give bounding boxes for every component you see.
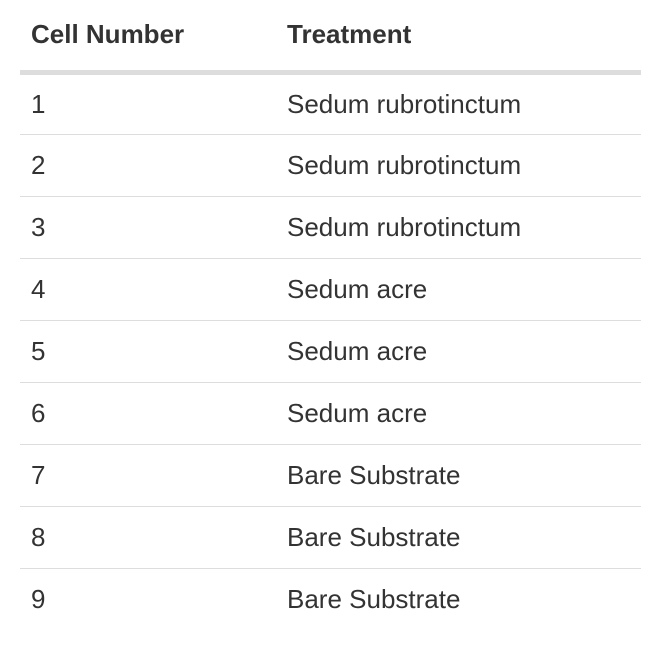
header-cell-number: Cell Number xyxy=(20,0,276,75)
cell-number: 4 xyxy=(20,257,276,320)
table-row: 1 Sedum rubrotinctum xyxy=(20,72,641,134)
cell-treatment: Bare Substrate xyxy=(276,567,641,630)
cell-treatment: Sedum acre xyxy=(276,319,641,382)
cell-treatment: Sedum rubrotinctum xyxy=(287,88,522,119)
cell-number: 3 xyxy=(20,195,276,258)
data-table-container: Cell Number Treatment 1 Sedum rubrotinct… xyxy=(20,0,641,630)
cell-treatment: Sedum acre xyxy=(276,381,641,444)
cell-treatment: Bare Substrate xyxy=(276,443,641,506)
data-table: Cell Number Treatment 1 Sedum rubrotinct… xyxy=(20,0,641,630)
table-row: 8 Bare Substrate xyxy=(20,505,641,568)
cell-treatment: Sedum acre xyxy=(276,257,641,320)
cell-number: 7 xyxy=(20,443,276,506)
cell-treatment: Sedum rubrotinctum xyxy=(276,195,641,258)
table-row: 7 Bare Substrate xyxy=(20,443,641,506)
header-row: Cell Number Treatment xyxy=(20,0,641,75)
cell-number: 6 xyxy=(20,381,276,444)
cell-number: 1 xyxy=(31,88,46,119)
table-row: 3 Sedum rubrotinctum xyxy=(20,195,641,258)
cell-treatment: Bare Substrate xyxy=(276,505,641,568)
cell-number: 9 xyxy=(20,567,276,630)
table-row: 2 Sedum rubrotinctum xyxy=(20,133,641,196)
table-row: 5 Sedum acre xyxy=(20,319,641,382)
cell-number: 2 xyxy=(20,133,276,196)
table-row: 4 Sedum acre xyxy=(20,257,641,320)
table-row: 6 Sedum acre xyxy=(20,381,641,444)
table-body: 1 Sedum rubrotinctum 2 Sedum rubrotinctu… xyxy=(20,72,641,630)
cell-treatment: Sedum rubrotinctum xyxy=(276,133,641,196)
table-header: Cell Number Treatment xyxy=(20,0,641,75)
header-treatment: Treatment xyxy=(276,0,641,75)
table-row: 9 Bare Substrate xyxy=(20,567,641,630)
cell-number: 5 xyxy=(20,319,276,382)
cell-number: 8 xyxy=(20,505,276,568)
